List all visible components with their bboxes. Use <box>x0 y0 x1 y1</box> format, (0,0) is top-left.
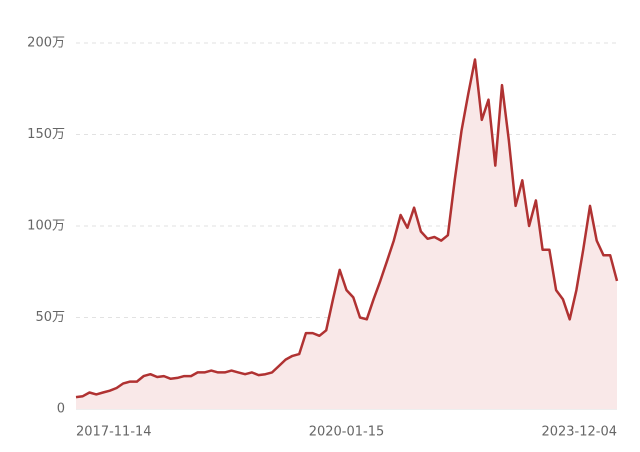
y-tick-label: 200万 <box>27 36 65 51</box>
x-tick-label: 2020-01-15 <box>309 425 385 440</box>
y-tick-label: 0 <box>57 402 65 417</box>
area <box>76 59 617 409</box>
y-tick-label: 50万 <box>35 310 65 325</box>
y-tick-label: 150万 <box>27 127 65 142</box>
line <box>75 58 619 399</box>
y-tick-label: 100万 <box>27 219 65 234</box>
x-tick-label: 2017-11-14 <box>76 425 152 440</box>
x-tick-label: 2023-12-04 <box>541 425 617 440</box>
